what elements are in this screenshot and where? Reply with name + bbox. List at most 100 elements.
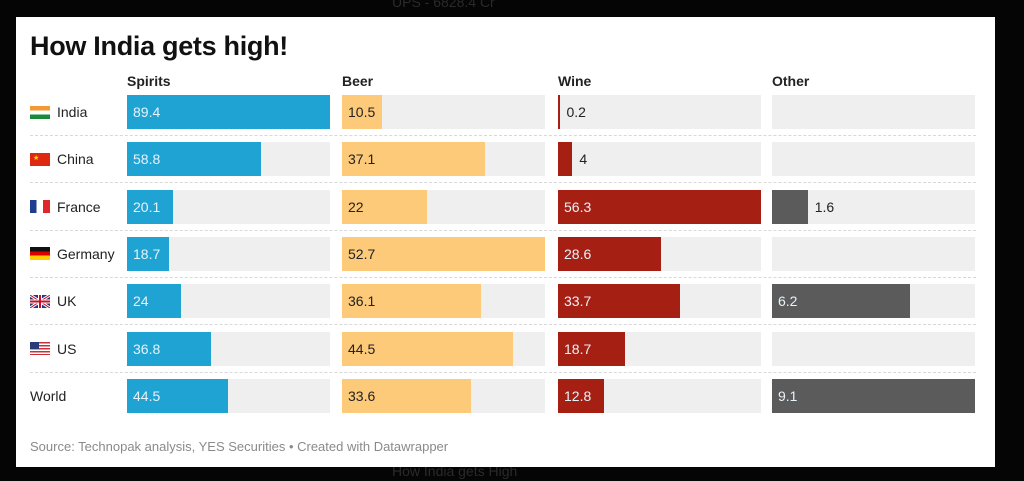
- row-label: UK: [30, 284, 76, 318]
- bar-other: [772, 189, 808, 224]
- bar-spirits: [127, 378, 229, 413]
- country-name: India: [57, 104, 88, 120]
- bar-spirits: [127, 331, 211, 366]
- column-header-beer: Beer: [342, 73, 374, 89]
- bar-track: [772, 142, 975, 177]
- country-name: China: [57, 151, 94, 168]
- bar-track: 9.1: [772, 378, 975, 413]
- bar-track: 44.5: [342, 331, 545, 366]
- bar-beer: [342, 331, 514, 366]
- bar-track: 1.6: [772, 189, 975, 224]
- country-name: World: [30, 387, 67, 404]
- column-header-wine: Wine: [558, 73, 592, 89]
- bar-track: 33.6: [342, 378, 545, 413]
- bar-beer: [342, 236, 545, 271]
- chart-card: How India gets high! Spirits Beer Wine Othe…: [16, 17, 995, 467]
- data-label: 44.5: [348, 340, 376, 357]
- country-name: US: [57, 340, 77, 357]
- row-separator: [30, 135, 976, 136]
- bar-track: 28.6: [558, 236, 761, 271]
- data-label: 52.7: [348, 245, 376, 262]
- data-label: 9.1: [778, 387, 798, 404]
- bar-spirits: [127, 236, 170, 271]
- row-label: World: [30, 379, 66, 413]
- country-name: Germany: [57, 245, 115, 262]
- row-separator: [30, 229, 976, 231]
- germany-flag: [30, 247, 50, 261]
- row-label: US: [30, 332, 76, 366]
- data-label: 36.8: [133, 340, 161, 357]
- france-flag: [30, 200, 50, 214]
- chart-title: How India gets high!: [30, 31, 288, 61]
- bar-track: 18.7: [558, 331, 761, 366]
- bar-track: 89.4: [127, 95, 330, 129]
- bar-wine: [558, 142, 573, 177]
- bar-spirits: [127, 142, 261, 177]
- row-label: Germany: [30, 237, 115, 271]
- bar-other: [772, 284, 911, 319]
- bar-wine: [558, 284, 680, 319]
- row-separator: [30, 182, 976, 184]
- bar-wine: [558, 331, 626, 366]
- bar-track: 33.7: [558, 284, 761, 319]
- row-separator: [30, 276, 976, 278]
- data-label: 6.2: [778, 293, 798, 310]
- bar-track: 6.2: [772, 284, 975, 319]
- data-label: 89.4: [133, 104, 161, 120]
- bar-track: 58.8: [127, 142, 330, 177]
- bar-wine: [558, 378, 605, 413]
- data-label: 18.7: [133, 245, 161, 262]
- bar-track: 56.3: [558, 189, 761, 224]
- bar-track: [772, 95, 975, 129]
- row-label: India: [30, 95, 87, 129]
- china-flag: ★: [30, 152, 50, 166]
- bar-track: 52.7: [342, 236, 545, 271]
- bar-track: 18.7: [127, 236, 330, 271]
- background-top-text: UPS - 6828.4 Cr: [392, 0, 495, 10]
- us-flag: [30, 342, 50, 355]
- data-label: 0.2: [566, 104, 586, 120]
- data-label: 37.1: [348, 151, 376, 168]
- data-label: 10.5: [348, 104, 376, 120]
- bar-spirits: [127, 284, 182, 319]
- data-label: 58.8: [133, 151, 161, 168]
- bar-spirits: [127, 189, 173, 224]
- data-label: 33.6: [348, 387, 376, 404]
- country-name: France: [57, 198, 101, 215]
- bar-track: 4: [558, 142, 761, 177]
- bar-beer: [342, 189, 427, 224]
- data-label: 24: [133, 293, 149, 310]
- bar-spirits: [127, 95, 330, 129]
- row-separator: [30, 371, 976, 373]
- bar-track: 44.5: [127, 378, 330, 413]
- background-bottom-text: How India gets High: [392, 463, 518, 479]
- data-label: 33.7: [564, 293, 592, 310]
- bar-track: 0.2: [558, 95, 761, 129]
- data-label: 44.5: [133, 387, 161, 404]
- data-label: 22: [348, 198, 364, 215]
- data-label: 36.1: [348, 293, 376, 310]
- country-name: UK: [57, 293, 77, 310]
- uk-flag: [30, 294, 50, 308]
- bar-beer: [342, 378, 472, 413]
- row-label: ★ China: [30, 142, 94, 176]
- data-label: 18.7: [564, 340, 592, 357]
- column-header-other: Other: [772, 73, 810, 89]
- bar-track: [772, 331, 975, 366]
- data-label: 20.1: [133, 198, 161, 215]
- bar-other: [772, 378, 975, 413]
- bar-wine: [558, 189, 761, 224]
- india-flag: [30, 105, 50, 119]
- chart-source: Source: Technopak analysis, YES Securiti…: [30, 439, 449, 454]
- row-label: France: [30, 190, 101, 224]
- bar-track: 36.1: [342, 284, 545, 319]
- data-label: 12.8: [564, 387, 592, 404]
- bar-track: 20.1: [127, 189, 330, 224]
- data-label: 28.6: [564, 245, 592, 262]
- data-label: 56.3: [564, 198, 592, 215]
- data-label: 4: [579, 151, 588, 168]
- bar-track: 37.1: [342, 142, 545, 177]
- bar-beer: [342, 95, 383, 129]
- bar-track: 12.8: [558, 378, 761, 413]
- column-header-spirits: Spirits: [127, 73, 171, 89]
